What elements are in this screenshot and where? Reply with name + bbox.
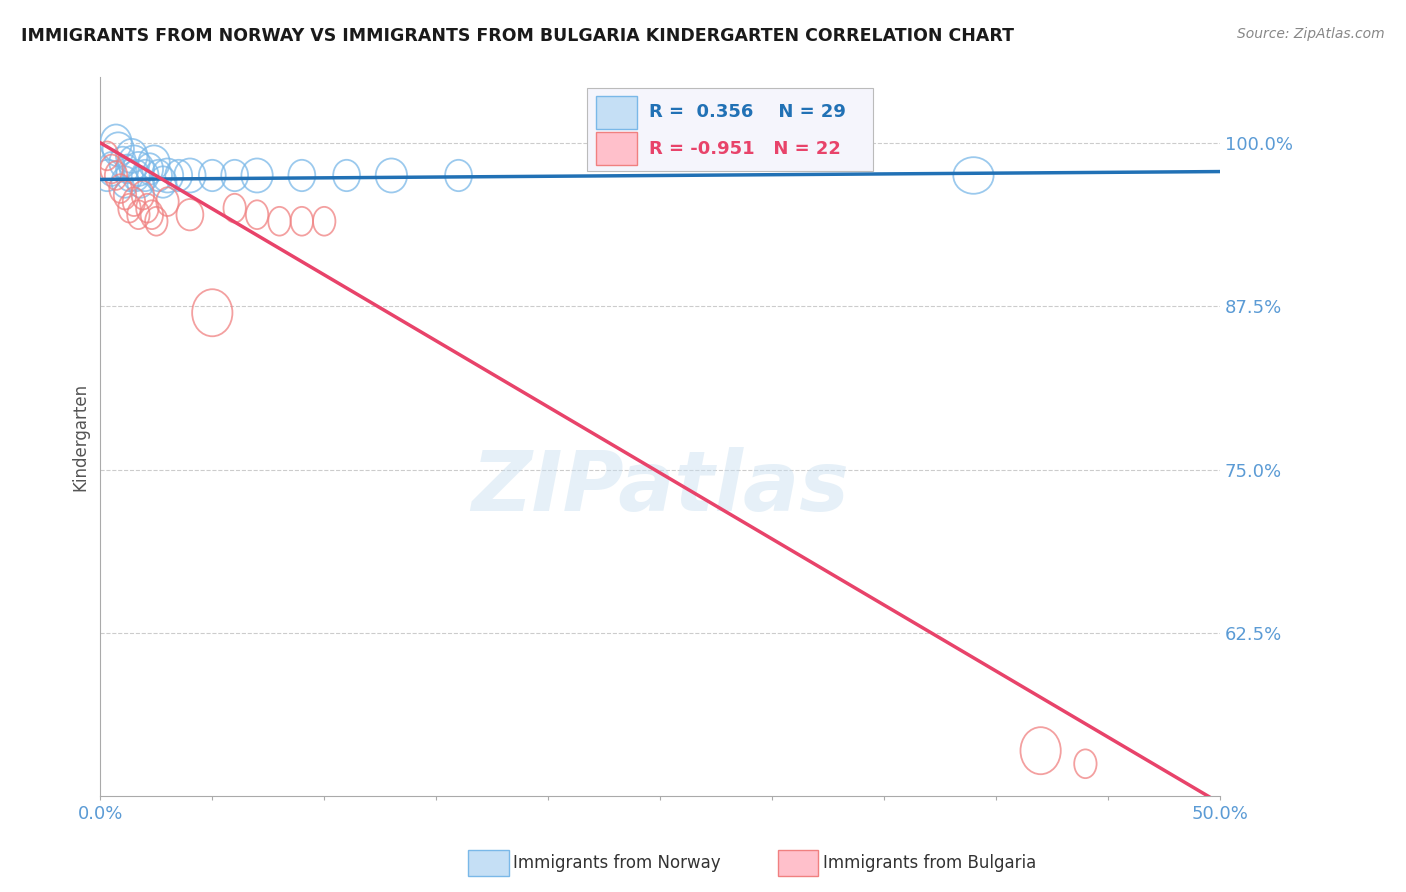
Text: IMMIGRANTS FROM NORWAY VS IMMIGRANTS FROM BULGARIA KINDERGARTEN CORRELATION CHAR: IMMIGRANTS FROM NORWAY VS IMMIGRANTS FRO…	[21, 27, 1014, 45]
Text: ZIPatlas: ZIPatlas	[471, 447, 849, 528]
FancyBboxPatch shape	[588, 88, 873, 171]
Text: Immigrants from Norway: Immigrants from Norway	[513, 854, 721, 871]
Text: Source: ZipAtlas.com: Source: ZipAtlas.com	[1237, 27, 1385, 41]
Text: R =  0.356    N = 29: R = 0.356 N = 29	[648, 103, 846, 121]
Y-axis label: Kindergarten: Kindergarten	[72, 383, 89, 491]
FancyBboxPatch shape	[596, 132, 637, 165]
Text: Immigrants from Bulgaria: Immigrants from Bulgaria	[823, 854, 1036, 871]
FancyBboxPatch shape	[596, 96, 637, 129]
Text: R = -0.951   N = 22: R = -0.951 N = 22	[648, 140, 841, 159]
